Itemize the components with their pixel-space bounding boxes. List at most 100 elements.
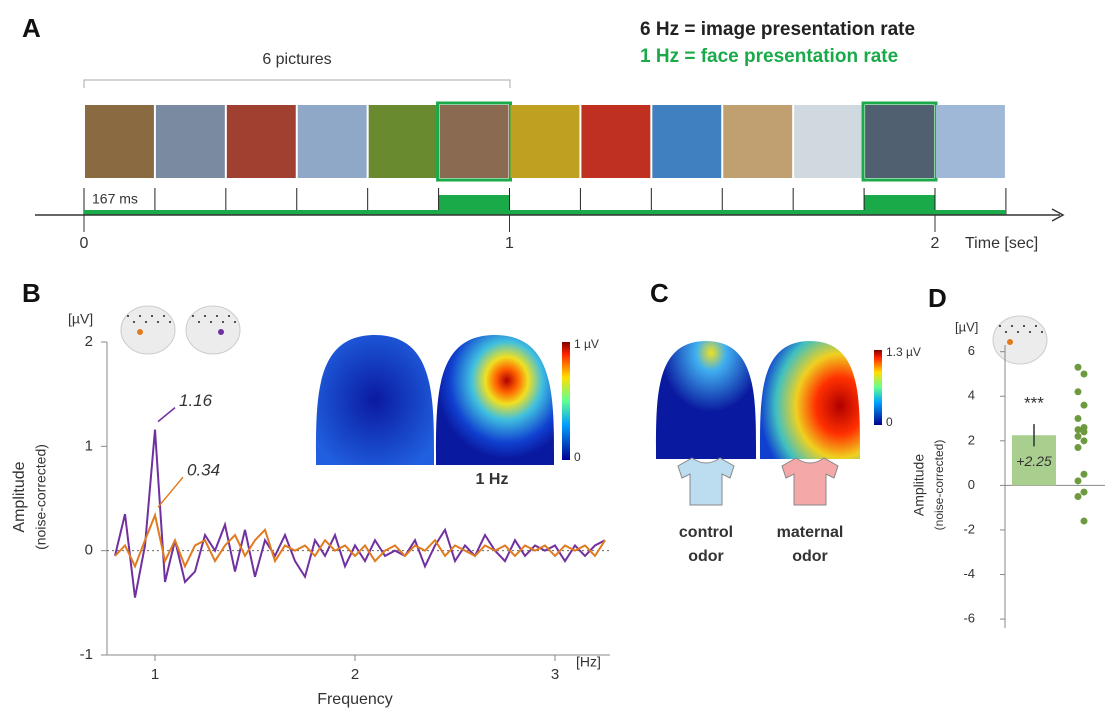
subject-point <box>1081 370 1088 377</box>
stimulus-image <box>865 105 934 178</box>
y-axis-sublabel: (noise-corrected) <box>932 440 946 531</box>
electrode-highlight <box>1007 339 1013 345</box>
electrode <box>999 325 1001 327</box>
condition-label: odor <box>688 548 724 565</box>
electrode <box>204 315 206 317</box>
series-line <box>115 515 605 566</box>
electrode <box>192 315 194 317</box>
electrode <box>222 321 224 323</box>
x-axis-label: Frequency <box>317 691 393 708</box>
interval-label: 167 ms <box>92 191 138 207</box>
panel-label: B <box>22 278 41 308</box>
time-tick-label: 2 <box>931 235 940 252</box>
electrode <box>1011 325 1013 327</box>
rate-legend: 1 Hz = face presentation rate <box>640 46 898 67</box>
electrode <box>234 321 236 323</box>
condition-label: control <box>679 524 733 541</box>
map-caption: 1 Hz <box>476 471 509 488</box>
colorbar-max: 1.3 µV <box>886 345 921 359</box>
subject-point <box>1081 428 1088 435</box>
electrode <box>139 315 141 317</box>
page: ABCD6 Hz = image presentation rate1 Hz =… <box>0 0 1105 718</box>
x-tick-label: 2 <box>351 666 359 683</box>
y-tick-label: 0 <box>968 477 975 492</box>
y-axis-label: Amplitude <box>911 454 927 516</box>
annotation-arrow <box>158 408 175 422</box>
panel-label: A <box>22 13 41 43</box>
x-tick-label: 3 <box>551 666 559 683</box>
subject-point <box>1081 437 1088 444</box>
subject-point <box>1075 415 1082 422</box>
annotation: 0.34 <box>187 461 220 480</box>
stimulus-image <box>298 105 367 178</box>
stimulus-image <box>85 105 154 178</box>
y-tick-label: 0 <box>85 542 93 559</box>
topo-map <box>760 341 860 459</box>
stimulus-image <box>794 105 863 178</box>
shirt-icon <box>782 458 838 505</box>
colorbar <box>874 350 882 425</box>
head-icon <box>186 306 240 354</box>
bracket-label: 6 pictures <box>262 51 331 68</box>
annotation-arrow <box>158 477 183 507</box>
y-axis-sublabel: (noise-corrected) <box>33 444 49 550</box>
y-tick-label: 2 <box>85 333 93 350</box>
electrode <box>1041 331 1043 333</box>
electrode <box>1005 331 1007 333</box>
subject-point <box>1075 388 1082 395</box>
x-tick-label: 1 <box>151 666 159 683</box>
subject-point <box>1081 471 1088 478</box>
stimulus-image <box>227 105 296 178</box>
subject-point <box>1075 477 1082 484</box>
stimulus-image <box>581 105 650 178</box>
annotation: 1.16 <box>179 391 213 410</box>
electrode <box>228 315 230 317</box>
colorbar-min: 0 <box>574 450 581 464</box>
value-label: +2.25 <box>1016 453 1052 469</box>
y-tick-label: -4 <box>963 566 975 581</box>
y-tick-label: -1 <box>80 646 93 663</box>
colorbar-max: 1 µV <box>574 337 599 351</box>
electrode-highlight <box>137 329 143 335</box>
panel-label: D <box>928 283 947 313</box>
subject-point <box>1081 489 1088 496</box>
electrode <box>133 321 135 323</box>
y-tick-label: 2 <box>968 432 975 447</box>
subject-point <box>1075 426 1082 433</box>
colorbar <box>562 342 570 460</box>
stimulus-image <box>723 105 792 178</box>
time-axis-label: Time [sec] <box>965 235 1038 252</box>
electrode <box>127 315 129 317</box>
y-unit: [µV] <box>955 319 978 334</box>
electrode <box>216 315 218 317</box>
condition-label: maternal <box>777 524 844 541</box>
figure: ABCD6 Hz = image presentation rate1 Hz =… <box>0 0 1105 713</box>
time-tick-label: 0 <box>80 235 89 252</box>
subject-point <box>1075 433 1082 440</box>
y-axis-label: Amplitude <box>11 461 28 532</box>
colorbar-min: 0 <box>886 415 893 429</box>
electrode <box>1023 325 1025 327</box>
electrode <box>157 321 159 323</box>
electrode-highlight <box>218 329 224 335</box>
significance: *** <box>1024 394 1044 413</box>
subject-point <box>1081 402 1088 409</box>
electrode <box>1017 331 1019 333</box>
topo-map <box>316 335 434 465</box>
stimulus-image <box>440 105 509 178</box>
subject-point <box>1075 493 1082 500</box>
subject-point <box>1075 364 1082 371</box>
rate-legend: 6 Hz = image presentation rate <box>640 19 915 40</box>
x-unit: [Hz] <box>576 654 601 670</box>
y-tick-label: 1 <box>85 437 93 454</box>
shirt-icon <box>678 458 734 505</box>
electrode <box>151 315 153 317</box>
head-icon <box>121 306 175 354</box>
time-tick-label: 1 <box>505 235 514 252</box>
electrode <box>145 321 147 323</box>
condition-label: odor <box>792 548 828 565</box>
electrode <box>1035 325 1037 327</box>
electrode <box>1029 331 1031 333</box>
subject-point <box>1081 518 1088 525</box>
